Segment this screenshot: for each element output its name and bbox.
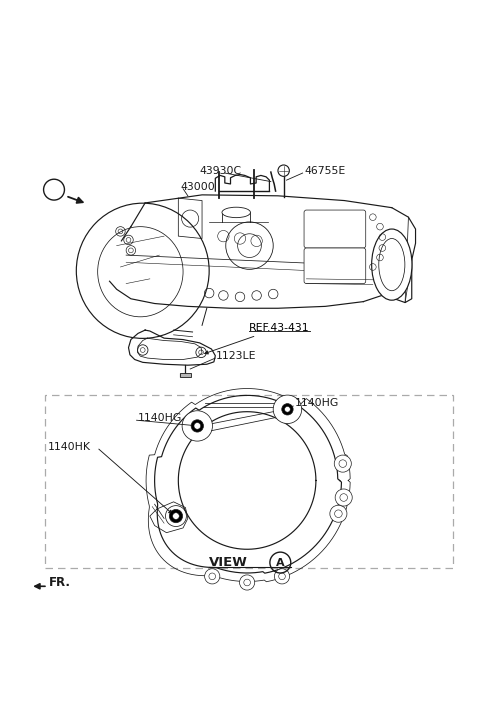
Text: 46755E: 46755E — [304, 166, 345, 176]
Circle shape — [282, 403, 293, 415]
Text: 1140HG: 1140HG — [295, 398, 339, 408]
Ellipse shape — [222, 207, 251, 218]
Text: 1123LE: 1123LE — [216, 351, 257, 361]
Circle shape — [182, 411, 213, 441]
Text: 1140HG: 1140HG — [138, 413, 182, 423]
Text: 43930C: 43930C — [200, 166, 242, 176]
Circle shape — [194, 423, 201, 429]
Circle shape — [173, 513, 179, 519]
Circle shape — [335, 489, 352, 506]
FancyBboxPatch shape — [304, 248, 366, 283]
Text: A: A — [50, 185, 58, 195]
Text: 43000: 43000 — [180, 182, 216, 192]
Text: FR.: FR. — [49, 576, 71, 589]
Circle shape — [275, 569, 289, 584]
FancyBboxPatch shape — [304, 210, 366, 248]
Circle shape — [278, 165, 289, 176]
Circle shape — [44, 179, 64, 200]
Bar — [180, 372, 191, 377]
Circle shape — [330, 505, 347, 522]
Bar — [46, 395, 454, 568]
Circle shape — [273, 395, 301, 423]
Circle shape — [334, 455, 351, 472]
Ellipse shape — [372, 229, 412, 301]
Text: 1140HK: 1140HK — [48, 442, 91, 452]
Text: A: A — [276, 557, 285, 567]
Text: REF.43-431: REF.43-431 — [204, 323, 309, 354]
Circle shape — [285, 406, 290, 412]
Circle shape — [191, 420, 204, 432]
Circle shape — [169, 510, 182, 523]
Circle shape — [204, 569, 220, 584]
Circle shape — [240, 575, 255, 590]
Text: VIEW: VIEW — [209, 556, 248, 569]
